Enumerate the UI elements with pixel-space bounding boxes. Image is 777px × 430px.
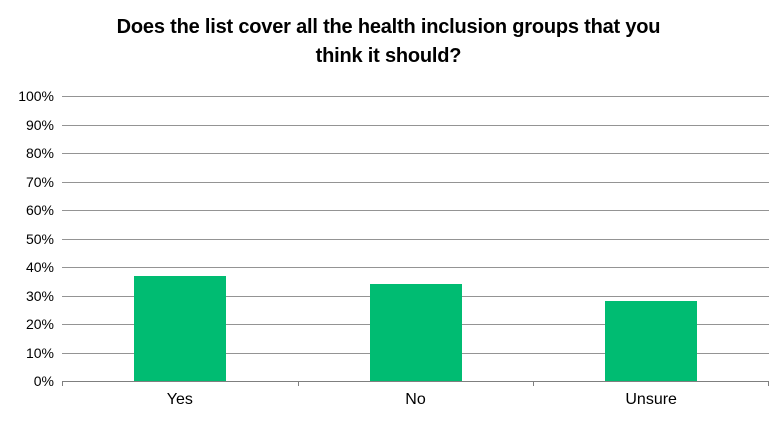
chart-title: Does the list cover all the health inclu… — [116, 16, 661, 67]
x-axis-tick — [62, 381, 63, 386]
gridline — [62, 181, 769, 183]
bar-unsure — [605, 301, 698, 381]
gridline — [62, 96, 769, 97]
gridline — [62, 267, 769, 268]
x-axis-tick — [768, 381, 769, 386]
y-tick-label: 100% — [18, 88, 54, 104]
x-category-label: Unsure — [625, 391, 677, 408]
y-tick-label: 40% — [25, 259, 54, 275]
y-tick-label: 0% — [33, 373, 54, 389]
plot-area — [62, 96, 769, 386]
y-tick-label: 50% — [25, 230, 54, 247]
x-category-label: No — [405, 391, 426, 408]
gridline — [62, 210, 769, 211]
bar-yes — [133, 275, 226, 381]
gridline — [62, 238, 769, 240]
gridline — [62, 124, 769, 126]
bar-no — [369, 284, 462, 381]
x-axis-tick — [297, 381, 299, 386]
y-tick-label: 20% — [25, 316, 54, 332]
x-axis-tick — [533, 381, 535, 386]
y-tick-label: 80% — [25, 145, 54, 161]
y-tick-label: 30% — [25, 287, 54, 304]
y-tick-label: 70% — [25, 173, 54, 190]
x-category-label: Yes — [166, 391, 193, 408]
y-tick-label: 10% — [25, 344, 54, 361]
y-tick-label: 90% — [25, 116, 54, 133]
gridline — [62, 153, 769, 154]
y-tick-label: 60% — [25, 202, 54, 218]
